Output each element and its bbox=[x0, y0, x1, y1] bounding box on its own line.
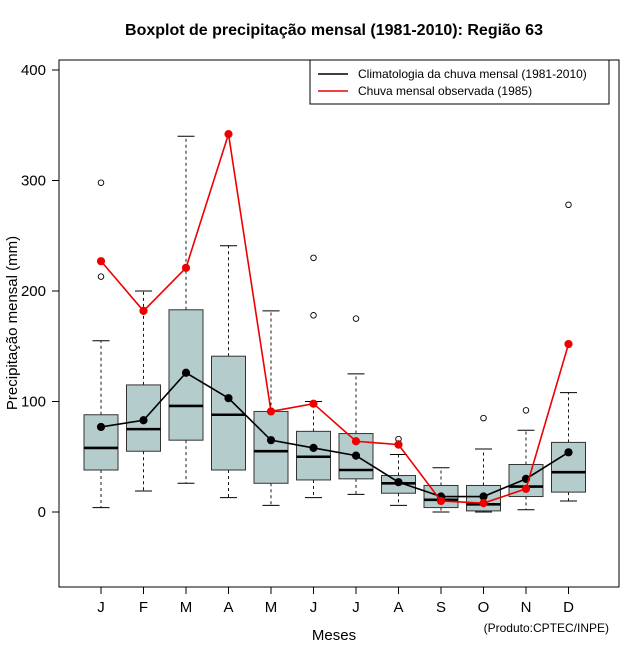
point-climatology-1 bbox=[96, 422, 106, 432]
point-climatology-7 bbox=[351, 451, 361, 460]
point-observed-4 bbox=[224, 129, 233, 139]
series-observed bbox=[96, 129, 573, 508]
box-6 bbox=[296, 254, 331, 499]
point-observed-2 bbox=[139, 306, 148, 315]
point-observed-8 bbox=[394, 440, 403, 449]
y-tick-label-400: 400 bbox=[21, 62, 46, 79]
footnote: (Produto:CPTEC/INPE) bbox=[484, 621, 609, 635]
chart-title: Boxplot de precipitação mensal (1981-201… bbox=[125, 22, 543, 39]
boxes-layer bbox=[83, 135, 586, 513]
x-tick-label-6: J bbox=[310, 599, 318, 616]
legend-label-observed: Chuva mensal observada (1985) bbox=[358, 84, 532, 98]
x-tick-label-9: S bbox=[436, 599, 446, 616]
x-tick-label-8: A bbox=[393, 599, 403, 616]
x-tick-label-4: A bbox=[223, 599, 233, 616]
box-7 bbox=[338, 315, 374, 495]
point-observed-11 bbox=[521, 484, 531, 493]
box-11 bbox=[508, 407, 544, 511]
point-observed-5 bbox=[266, 407, 276, 416]
series-line-climatology bbox=[100, 371, 569, 498]
box-iqr bbox=[83, 414, 119, 471]
point-climatology-2 bbox=[139, 416, 148, 425]
point-climatology-4 bbox=[224, 394, 233, 403]
outlier-1 bbox=[480, 414, 487, 422]
series-line-observed bbox=[100, 133, 570, 504]
series-climatology bbox=[96, 368, 573, 501]
outlier-2 bbox=[310, 254, 317, 262]
y-tick-label-200: 200 bbox=[21, 283, 46, 300]
x-tick-label-1: J bbox=[97, 599, 105, 616]
point-observed-1 bbox=[96, 257, 106, 266]
outlier-1 bbox=[565, 201, 572, 209]
y-tick-label-0: 0 bbox=[38, 504, 46, 521]
point-observed-10 bbox=[479, 499, 488, 508]
point-observed-12 bbox=[564, 339, 573, 349]
x-tick-label-10: O bbox=[478, 599, 490, 616]
outlier-1 bbox=[97, 273, 105, 280]
outlier-2 bbox=[97, 179, 105, 186]
box-4 bbox=[211, 245, 246, 499]
box-3 bbox=[168, 135, 204, 484]
y-axis-label: Precipitação mensal (mm) bbox=[4, 236, 21, 410]
legend-label-climatology: Climatologia da chuva mensal (1981-2010) bbox=[358, 67, 587, 81]
x-tick-label-3: M bbox=[180, 599, 193, 616]
outlier-1 bbox=[522, 407, 530, 414]
legend: Climatologia da chuva mensal (1981-2010)… bbox=[309, 59, 610, 105]
x-axis-label: Meses bbox=[312, 627, 356, 644]
point-climatology-5 bbox=[266, 436, 276, 445]
lines-layer bbox=[96, 129, 573, 508]
point-observed-6 bbox=[309, 399, 318, 408]
box-1 bbox=[83, 179, 119, 509]
box-iqr bbox=[211, 355, 246, 471]
outlier-1 bbox=[310, 312, 317, 319]
box-5 bbox=[253, 310, 289, 506]
point-observed-9 bbox=[436, 496, 446, 506]
legend-box bbox=[309, 59, 610, 105]
point-observed-7 bbox=[351, 437, 361, 446]
point-climatology-3 bbox=[181, 368, 191, 377]
y-tick-label-100: 100 bbox=[21, 394, 46, 411]
x-tick-label-12: D bbox=[563, 599, 574, 616]
box-2 bbox=[126, 290, 161, 492]
x-tick-label-11: N bbox=[521, 599, 532, 616]
point-climatology-8 bbox=[394, 478, 403, 487]
point-climatology-6 bbox=[309, 443, 318, 453]
plot-frame bbox=[58, 59, 620, 588]
box-9 bbox=[423, 467, 459, 513]
x-tick-label-5: M bbox=[265, 599, 278, 616]
y-tick-label-300: 300 bbox=[21, 173, 46, 190]
outlier-1 bbox=[352, 315, 360, 322]
point-climatology-12 bbox=[564, 448, 573, 457]
point-observed-3 bbox=[181, 263, 191, 272]
point-climatology-10 bbox=[479, 492, 488, 501]
box-iqr bbox=[253, 410, 289, 484]
y-axis: 0 100 200 300 400 bbox=[21, 62, 59, 521]
x-tick-label-7: J bbox=[352, 599, 360, 616]
x-tick-label-2: F bbox=[139, 599, 148, 616]
